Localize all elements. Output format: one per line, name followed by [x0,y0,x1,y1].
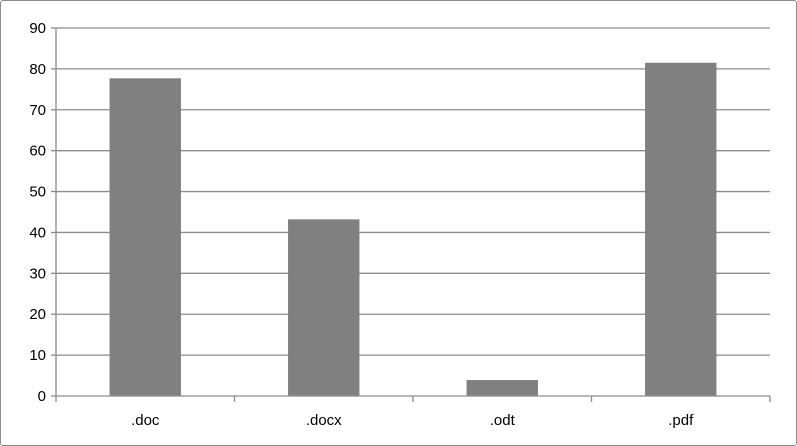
bar-pdf [645,62,717,396]
y-tick-label: 0 [38,388,46,405]
x-tick-label: .odt [490,412,516,429]
y-axis-tick-labels: 0 10 20 30 40 50 60 70 80 90 [29,20,56,405]
x-tick-label: .pdf [668,412,694,429]
bar-docx [288,219,360,396]
y-tick-label: 20 [29,306,46,323]
y-tick-label: 60 [29,143,46,160]
bar-doc [109,78,181,396]
bar-odt [466,380,538,396]
x-axis [55,28,771,402]
x-tick-label: .doc [131,412,160,429]
y-tick-label: 90 [29,20,46,37]
bars [109,62,717,396]
y-tick-label: 70 [29,102,46,119]
y-tick-label: 30 [29,265,46,282]
y-tick-label: 80 [29,61,46,78]
y-tick-label: 40 [29,224,46,241]
x-tick-label: .docx [306,412,342,429]
y-tick-label: 10 [29,347,46,364]
x-axis-tick-labels: .doc .docx .odt .pdf [131,412,694,429]
y-tick-label: 50 [29,184,46,201]
